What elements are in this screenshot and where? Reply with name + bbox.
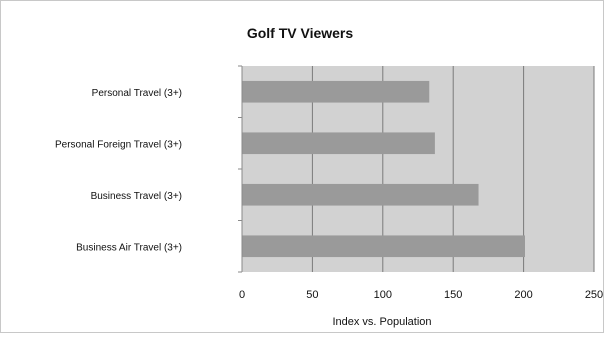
x-tick-label: 50: [306, 289, 318, 301]
bar: [242, 235, 526, 258]
axes: [238, 65, 243, 273]
x-axis-label: Index vs. Population: [332, 316, 431, 328]
category-label: Personal Travel (3+): [92, 88, 182, 99]
bars: [242, 80, 526, 258]
category-label: Personal Foreign Travel (3+): [55, 139, 182, 150]
bar: [242, 183, 479, 206]
x-tick-label: 0: [239, 289, 245, 301]
x-tick-label: 200: [514, 289, 532, 301]
x-tick-labels: 0 50 100 150 200 250: [239, 289, 603, 301]
x-tick-label: 100: [374, 289, 392, 301]
chart-title: Golf TV Viewers: [247, 25, 354, 41]
bar: [242, 80, 430, 103]
category-label: Business Travel (3+): [91, 191, 182, 202]
bar: [242, 132, 435, 155]
category-labels: Personal Travel (3+) Personal Foreign Tra…: [55, 88, 182, 254]
category-label: Business Air Travel (3+): [76, 242, 182, 253]
x-tick-label: 250: [585, 289, 603, 301]
x-tick-label: 150: [444, 289, 462, 301]
